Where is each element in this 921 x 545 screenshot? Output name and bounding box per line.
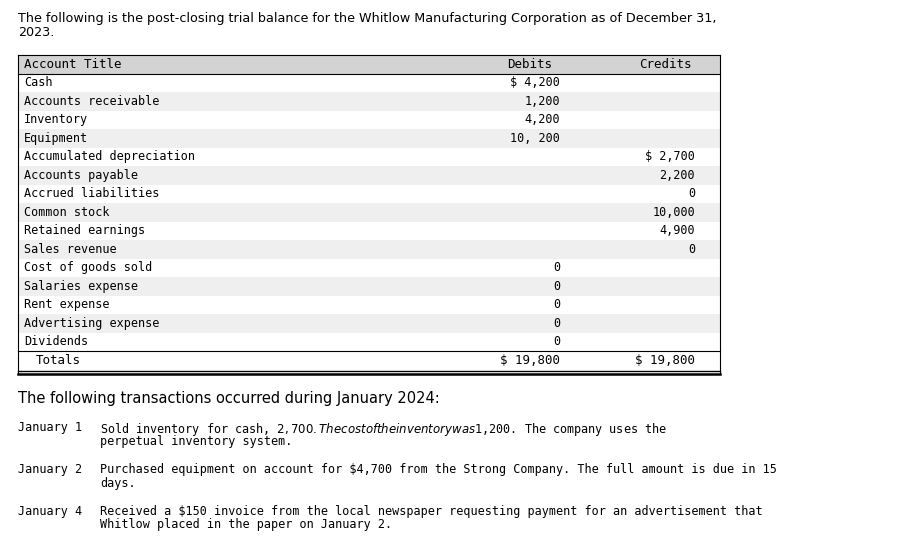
FancyBboxPatch shape [18, 240, 720, 258]
FancyBboxPatch shape [18, 221, 720, 240]
Text: days.: days. [100, 476, 135, 489]
FancyBboxPatch shape [18, 129, 720, 148]
FancyBboxPatch shape [18, 295, 720, 314]
Text: Received a $150 invoice from the local newspaper requesting payment for an adver: Received a $150 invoice from the local n… [100, 505, 763, 518]
FancyBboxPatch shape [18, 258, 720, 277]
Text: 0: 0 [553, 280, 560, 293]
Text: Purchased equipment on account for $4,700 from the Strong Company. The full amou: Purchased equipment on account for $4,70… [100, 463, 777, 476]
Text: Retained earnings: Retained earnings [24, 224, 146, 237]
Text: Whitlow placed in the paper on January 2.: Whitlow placed in the paper on January 2… [100, 518, 392, 531]
Text: Dividends: Dividends [24, 335, 88, 348]
Text: 10, 200: 10, 200 [510, 132, 560, 145]
Text: 10,000: 10,000 [652, 206, 695, 219]
FancyBboxPatch shape [18, 203, 720, 221]
Text: Sales revenue: Sales revenue [24, 243, 117, 256]
Text: Salaries expense: Salaries expense [24, 280, 138, 293]
Text: $ 2,700: $ 2,700 [645, 150, 695, 164]
Text: 0: 0 [553, 261, 560, 274]
Text: Accounts receivable: Accounts receivable [24, 95, 159, 108]
Text: January 4: January 4 [18, 505, 82, 518]
Text: 0: 0 [688, 243, 695, 256]
FancyBboxPatch shape [18, 351, 720, 370]
Text: Equipment: Equipment [24, 132, 88, 145]
Text: 1,200: 1,200 [524, 95, 560, 108]
Text: Account Title: Account Title [24, 58, 122, 71]
Text: January 2: January 2 [18, 463, 82, 476]
Text: Accounts payable: Accounts payable [24, 169, 138, 181]
Text: 0: 0 [553, 335, 560, 348]
Text: Cash: Cash [24, 76, 52, 89]
Text: Inventory: Inventory [24, 113, 88, 126]
FancyBboxPatch shape [18, 92, 720, 111]
FancyBboxPatch shape [18, 55, 720, 74]
Text: 0: 0 [688, 187, 695, 200]
Text: Cost of goods sold: Cost of goods sold [24, 261, 152, 274]
Text: 0: 0 [553, 298, 560, 311]
Text: Common stock: Common stock [24, 206, 110, 219]
Text: 2023.: 2023. [18, 26, 54, 39]
Text: perpetual inventory system.: perpetual inventory system. [100, 435, 292, 448]
Text: Sold inventory for cash, $2,700. The cost of the inventory was $1,200. The compa: Sold inventory for cash, $2,700. The cos… [100, 421, 667, 439]
FancyBboxPatch shape [18, 277, 720, 295]
Text: The following transactions occurred during January 2024:: The following transactions occurred duri… [18, 391, 439, 407]
Text: Debits: Debits [507, 58, 553, 71]
Text: 4,900: 4,900 [659, 224, 695, 237]
FancyBboxPatch shape [18, 166, 720, 185]
Text: 2,200: 2,200 [659, 169, 695, 181]
Text: 0: 0 [553, 317, 560, 330]
FancyBboxPatch shape [18, 332, 720, 351]
Text: Rent expense: Rent expense [24, 298, 110, 311]
FancyBboxPatch shape [18, 185, 720, 203]
Text: $ 19,800: $ 19,800 [635, 354, 695, 367]
Text: Accrued liabilities: Accrued liabilities [24, 187, 159, 200]
Text: $ 4,200: $ 4,200 [510, 76, 560, 89]
Text: Accumulated depreciation: Accumulated depreciation [24, 150, 195, 164]
Text: 4,200: 4,200 [524, 113, 560, 126]
FancyBboxPatch shape [18, 148, 720, 166]
FancyBboxPatch shape [18, 314, 720, 332]
Text: January 1: January 1 [18, 421, 82, 434]
Text: $ 19,800: $ 19,800 [500, 354, 560, 367]
Text: Totals: Totals [36, 354, 81, 367]
Text: Credits: Credits [639, 58, 692, 71]
FancyBboxPatch shape [18, 111, 720, 129]
Text: Advertising expense: Advertising expense [24, 317, 159, 330]
FancyBboxPatch shape [18, 74, 720, 92]
Text: The following is the post-closing trial balance for the Whitlow Manufacturing Co: The following is the post-closing trial … [18, 12, 717, 25]
